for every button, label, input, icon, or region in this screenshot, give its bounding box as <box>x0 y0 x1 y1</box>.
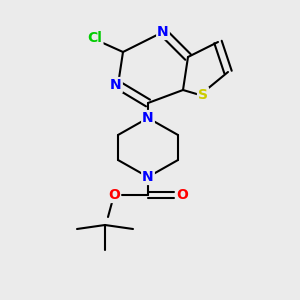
Text: N: N <box>142 170 154 184</box>
Text: O: O <box>108 188 120 202</box>
Text: N: N <box>110 78 122 92</box>
Text: Cl: Cl <box>88 31 102 45</box>
Text: N: N <box>157 25 169 39</box>
Text: S: S <box>198 88 208 102</box>
Text: O: O <box>176 188 188 202</box>
Text: N: N <box>142 111 154 125</box>
